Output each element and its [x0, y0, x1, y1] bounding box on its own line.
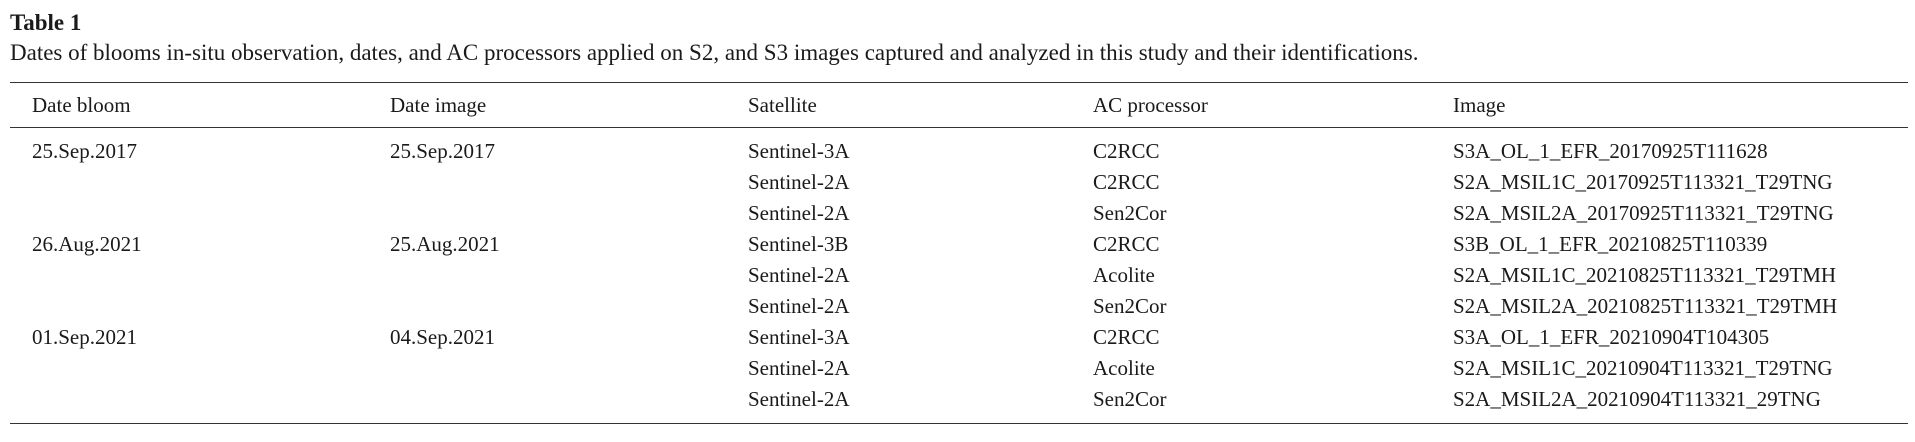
cell-date-image [368, 260, 726, 291]
cell-date-image [368, 353, 726, 384]
cell-date-bloom [10, 167, 368, 198]
table-figure: Table 1 Dates of blooms in-situ observat… [10, 8, 1908, 424]
cell-ac-processor: Sen2Cor [1093, 201, 1167, 225]
cell-date-image [368, 167, 726, 198]
cell-image: S3B_OL_1_EFR_20210825T110339 [1453, 232, 1768, 256]
table-header: Date bloom Date image Satellite AC proce… [10, 82, 1908, 128]
cell-date-bloom: 25.Sep.2017 [32, 139, 137, 163]
cell-satellite: Sentinel-2A [748, 170, 850, 194]
cell-ac-processor: C2RCC [1093, 325, 1160, 349]
cell-ac-processor: C2RCC [1093, 232, 1160, 256]
cell-image: S2A_MSIL2A_20210825T113321_T29TMH [1453, 294, 1838, 318]
cell-image: S3A_OL_1_EFR_20170925T111628 [1453, 139, 1768, 163]
cell-satellite: Sentinel-3B [748, 232, 849, 256]
cell-satellite: Sentinel-2A [748, 201, 850, 225]
cell-image: S2A_MSIL2A_20210904T113321_29TNG [1431, 384, 1908, 424]
cell-ac-processor: Acolite [1093, 263, 1155, 287]
table-row: Sentinel-2A Acolite S2A_MSIL1C_20210904T… [10, 353, 1908, 384]
table-row: Sentinel-2A Sen2Cor S2A_MSIL2A_20210825T… [10, 291, 1908, 322]
cell-image: S2A_MSIL2A_20170925T113321_T29TNG [1453, 201, 1834, 225]
cell-image: S2A_MSIL1C_20210825T113321_T29TMH [1453, 263, 1837, 287]
header-date-bloom: Date bloom [10, 82, 368, 128]
cell-date-bloom: 01.Sep.2021 [32, 325, 137, 349]
cell-image: S2A_MSIL1C_20170925T113321_T29TNG [1453, 170, 1833, 194]
cell-date-image: 25.Aug.2021 [390, 232, 500, 256]
cell-date-image: 04.Sep.2021 [390, 325, 495, 349]
cell-ac-processor: Sen2Cor [1093, 294, 1167, 318]
header-row: Date bloom Date image Satellite AC proce… [10, 82, 1908, 128]
cell-satellite: Sentinel-3A [748, 325, 850, 349]
cell-date-image [368, 291, 726, 322]
cell-ac-processor: C2RCC [1093, 139, 1160, 163]
cell-date-image: 25.Sep.2017 [390, 139, 495, 163]
cell-image: S2A_MSIL1C_20210904T113321_T29TNG [1453, 356, 1833, 380]
header-date-image: Date image [368, 82, 726, 128]
cell-satellite: Sentinel-2A [726, 384, 1071, 424]
cell-ac-processor: Sen2Cor [1071, 384, 1431, 424]
cell-date-image [368, 384, 726, 424]
table-row: 25.Sep.2017 25.Sep.2017 Sentinel-3A C2RC… [10, 128, 1908, 168]
cell-date-bloom [10, 384, 368, 424]
table-row: Sentinel-2A Acolite S2A_MSIL1C_20210825T… [10, 260, 1908, 291]
cell-ac-processor: C2RCC [1093, 170, 1160, 194]
table-row: 26.Aug.2021 25.Aug.2021 Sentinel-3B C2RC… [10, 229, 1908, 260]
cell-satellite: Sentinel-2A [748, 294, 850, 318]
cell-date-bloom [10, 198, 368, 229]
table-label: Table 1 [10, 10, 82, 35]
cell-date-image [368, 198, 726, 229]
table-row: 01.Sep.2021 04.Sep.2021 Sentinel-3A C2RC… [10, 322, 1908, 353]
cell-date-bloom [10, 260, 368, 291]
header-satellite: Satellite [726, 82, 1071, 128]
header-ac-processor: AC processor [1071, 82, 1431, 128]
table-caption: Dates of blooms in-situ observation, dat… [10, 40, 1419, 65]
cell-date-bloom [10, 353, 368, 384]
table-row: Sentinel-2A Sen2Cor S2A_MSIL2A_20170925T… [10, 198, 1908, 229]
cell-satellite: Sentinel-2A [748, 263, 850, 287]
cell-date-bloom [10, 291, 368, 322]
data-table: Date bloom Date image Satellite AC proce… [10, 82, 1908, 424]
cell-satellite: Sentinel-3A [748, 139, 850, 163]
table-row: Sentinel-2A Sen2Cor S2A_MSIL2A_20210904T… [10, 384, 1908, 424]
table-row: Sentinel-2A C2RCC S2A_MSIL1C_20170925T11… [10, 167, 1908, 198]
table-body: 25.Sep.2017 25.Sep.2017 Sentinel-3A C2RC… [10, 128, 1908, 424]
header-image: Image [1431, 82, 1908, 128]
cell-image: S3A_OL_1_EFR_20210904T104305 [1453, 325, 1770, 349]
cell-date-bloom: 26.Aug.2021 [32, 232, 142, 256]
cell-ac-processor: Acolite [1093, 356, 1155, 380]
cell-satellite: Sentinel-2A [748, 356, 850, 380]
